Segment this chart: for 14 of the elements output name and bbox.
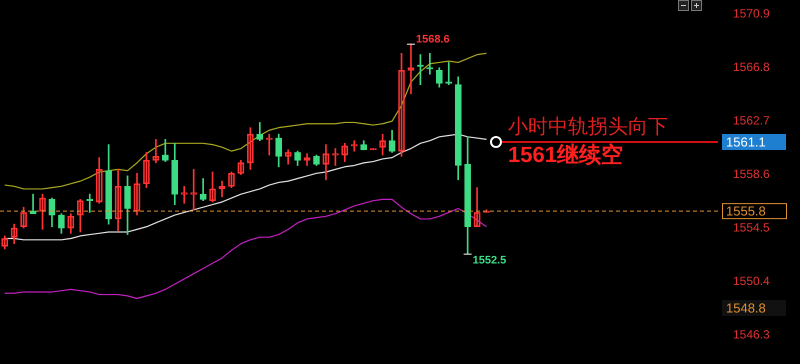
annotation: 1561继续空 bbox=[508, 142, 623, 168]
y-tick-label: 1562.7 bbox=[733, 113, 770, 128]
y-tick-label: 1566.8 bbox=[733, 60, 770, 74]
ref-line-label: 1561.1 bbox=[726, 134, 766, 150]
ref-line-label: 1555.8 bbox=[726, 204, 766, 219]
y-tick-label: 1546.3 bbox=[733, 327, 770, 342]
annotation: 小时中轨拐头向下 bbox=[508, 116, 668, 138]
y-tick-label: 1550.4 bbox=[733, 274, 770, 288]
y-tick-label: 1558.6 bbox=[733, 166, 770, 181]
y-tick-label: 1554.5 bbox=[733, 220, 770, 234]
y-tick-label: 1570.9 bbox=[733, 6, 770, 21]
annotation: 1552.5 bbox=[472, 254, 506, 267]
text: 1548.8 bbox=[726, 300, 766, 316]
annotation: 1568.6 bbox=[416, 34, 450, 46]
